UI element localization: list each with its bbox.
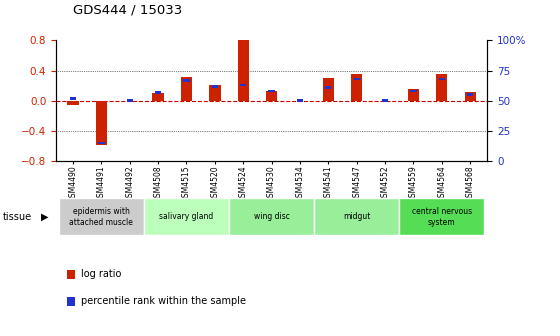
Bar <box>438 78 445 80</box>
Bar <box>464 92 476 101</box>
Bar <box>382 99 388 102</box>
Bar <box>399 198 484 235</box>
Text: tissue: tissue <box>3 212 32 222</box>
Bar <box>144 198 229 235</box>
Bar <box>408 89 419 101</box>
Text: wing disc: wing disc <box>254 212 290 221</box>
Bar <box>268 90 275 92</box>
Text: GDS444 / 15033: GDS444 / 15033 <box>73 4 182 17</box>
Text: central nervous
system: central nervous system <box>412 207 472 227</box>
Bar <box>325 86 332 89</box>
Text: epidermis with
attached muscle: epidermis with attached muscle <box>69 207 133 227</box>
Bar <box>127 99 133 102</box>
Bar <box>436 74 447 101</box>
Bar <box>183 79 190 82</box>
Bar <box>410 90 417 92</box>
Text: percentile rank within the sample: percentile rank within the sample <box>81 296 246 306</box>
Bar <box>155 91 161 94</box>
Bar <box>314 198 399 235</box>
Bar <box>266 91 277 101</box>
Bar <box>229 198 314 235</box>
Bar <box>237 40 249 101</box>
Bar <box>297 99 303 102</box>
Bar <box>323 78 334 101</box>
Text: ▶: ▶ <box>41 212 48 222</box>
Bar <box>467 93 473 96</box>
Text: midgut: midgut <box>343 212 370 221</box>
Bar <box>351 74 362 101</box>
Bar <box>353 78 360 80</box>
Text: salivary gland: salivary gland <box>160 212 213 221</box>
Bar <box>209 85 221 101</box>
Bar <box>98 142 105 144</box>
Bar <box>67 101 79 104</box>
Bar <box>152 93 164 101</box>
Text: log ratio: log ratio <box>81 269 121 279</box>
Bar <box>59 198 144 235</box>
Bar <box>240 84 246 86</box>
Bar <box>181 77 192 101</box>
Bar <box>70 97 76 100</box>
Bar <box>212 85 218 88</box>
Bar <box>96 101 107 145</box>
